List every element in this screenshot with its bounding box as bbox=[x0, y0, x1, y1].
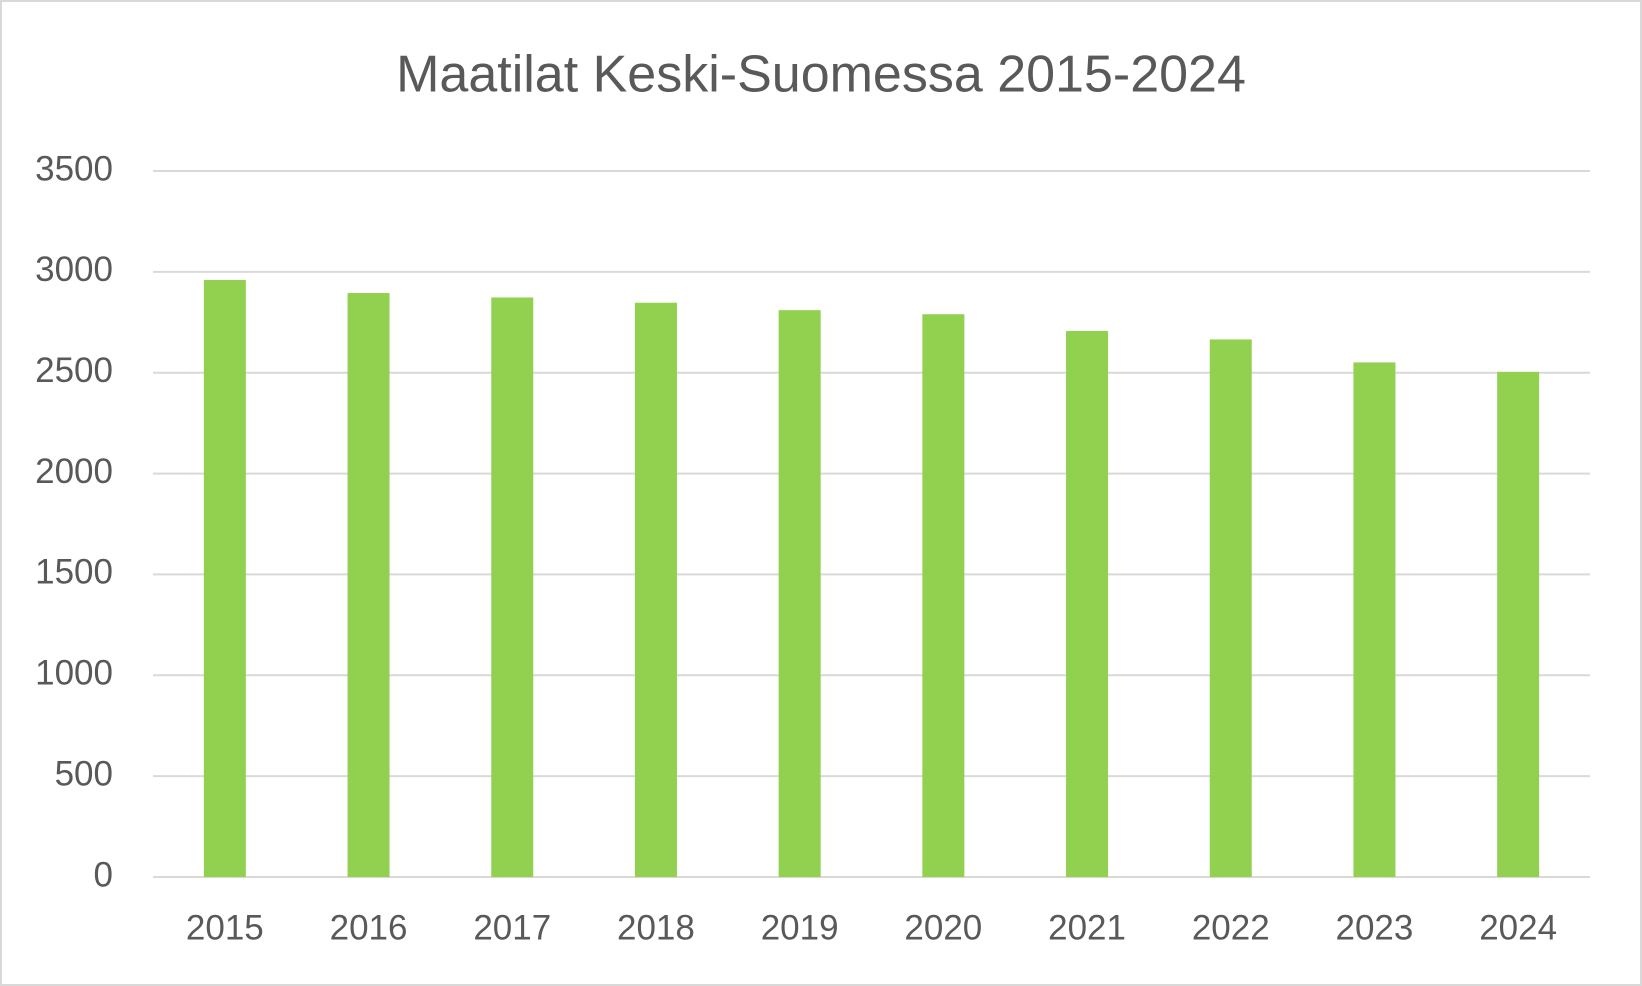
x-tick-label: 2017 bbox=[473, 908, 551, 947]
y-tick-label: 2000 bbox=[35, 452, 113, 491]
x-tick-label: 2015 bbox=[186, 908, 264, 947]
x-tick-label: 2019 bbox=[761, 908, 839, 947]
x-tick-label: 2016 bbox=[330, 908, 408, 947]
bar bbox=[347, 293, 390, 878]
y-tick-label: 2500 bbox=[35, 351, 113, 390]
x-tick-label: 2022 bbox=[1192, 908, 1270, 947]
chart-title: Maatilat Keski-Suomessa 2015-2024 bbox=[396, 46, 1246, 104]
bar bbox=[1209, 339, 1252, 878]
y-tick-label: 0 bbox=[94, 855, 113, 894]
y-tick-label: 3000 bbox=[35, 250, 113, 289]
bar bbox=[1353, 362, 1396, 877]
x-tick-label: 2020 bbox=[904, 908, 982, 947]
bar bbox=[1066, 330, 1109, 877]
y-tick-label: 3500 bbox=[35, 149, 113, 188]
x-tick-label: 2021 bbox=[1048, 908, 1126, 947]
bar bbox=[203, 279, 246, 877]
y-tick-label: 500 bbox=[55, 754, 113, 793]
bar bbox=[634, 302, 677, 877]
y-tick-label: 1500 bbox=[35, 553, 113, 592]
bar bbox=[491, 297, 534, 877]
x-tick-label: 2018 bbox=[617, 908, 695, 947]
bar bbox=[778, 310, 821, 877]
x-tick-label: 2023 bbox=[1336, 908, 1414, 947]
bar bbox=[1497, 371, 1540, 877]
x-tick-label: 2024 bbox=[1479, 908, 1557, 947]
bar bbox=[922, 314, 965, 877]
y-tick-label: 1000 bbox=[35, 654, 113, 693]
